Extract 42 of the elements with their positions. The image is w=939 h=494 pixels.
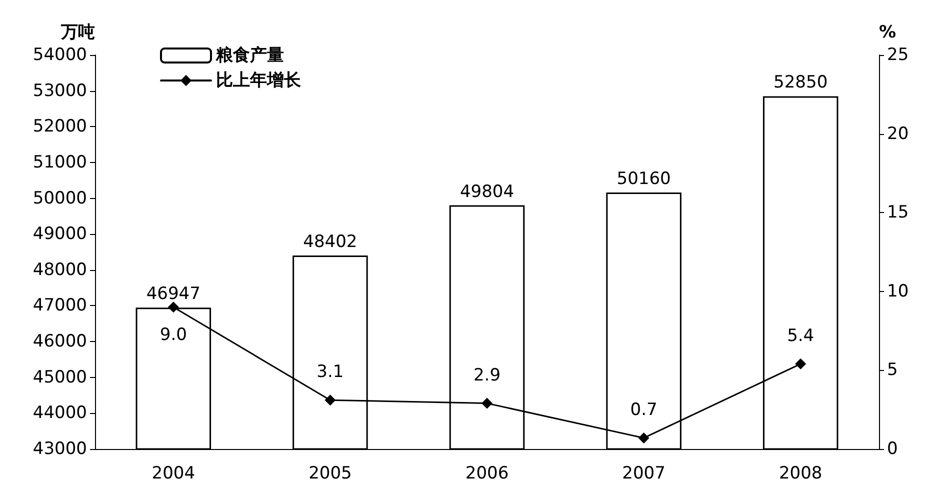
- point: [638, 432, 650, 444]
- x-tick-label: 2004: [152, 464, 196, 484]
- point: [795, 358, 806, 370]
- y-tick-label: 48000: [32, 260, 87, 280]
- data-label: 5.4: [787, 326, 814, 346]
- y-tick-label: 52000: [32, 116, 87, 137]
- data-label: 52850: [774, 72, 828, 93]
- y-tick-label: 44000: [32, 403, 87, 424]
- data-label: 50160: [616, 169, 671, 190]
- y-tick-label: 43000: [32, 439, 87, 459]
- data-label: 2.9: [473, 365, 501, 386]
- y-tick-label: 46000: [32, 332, 87, 352]
- point: [324, 394, 336, 406]
- y-tick-label: 47000: [32, 296, 87, 316]
- y2-tick-label: 0: [887, 439, 898, 459]
- y-axis-title: 万吨: [60, 22, 95, 42]
- y-tick-label: 53000: [32, 80, 87, 101]
- y-tick-label: 54000: [32, 45, 87, 65]
- data-label: 0.7: [630, 400, 658, 420]
- y2-tick-label: 25: [887, 45, 909, 65]
- y-tick-label: 50000: [32, 188, 87, 208]
- y-tick-label: 45000: [32, 367, 87, 388]
- y2-tick-label: 10: [887, 281, 909, 302]
- legend-label: 粮食产量: [215, 46, 284, 66]
- y-tick-label: 51000: [32, 152, 87, 172]
- x-tick-label: 2007: [622, 464, 666, 484]
- data-label: 9.0: [160, 325, 187, 346]
- point: [482, 398, 492, 409]
- y2-tick-label: 20: [887, 124, 909, 144]
- data-label: 3.1: [316, 362, 344, 382]
- x-tick-label: 2008: [778, 464, 822, 484]
- x-tick-label: 2006: [465, 464, 509, 484]
- y-tick-label: 49000: [32, 224, 87, 244]
- data-label: 49804: [460, 182, 514, 202]
- legend-label: 比上年增长: [216, 70, 302, 90]
- y2-axis-title: %: [879, 22, 896, 42]
- x-tick-label: 2005: [308, 464, 352, 484]
- y2-tick-label: 15: [887, 202, 909, 223]
- y2-tick-label: 5: [887, 360, 898, 380]
- data-label: 48402: [303, 232, 358, 252]
- point: [168, 302, 179, 313]
- data-label: 46947: [146, 284, 200, 304]
